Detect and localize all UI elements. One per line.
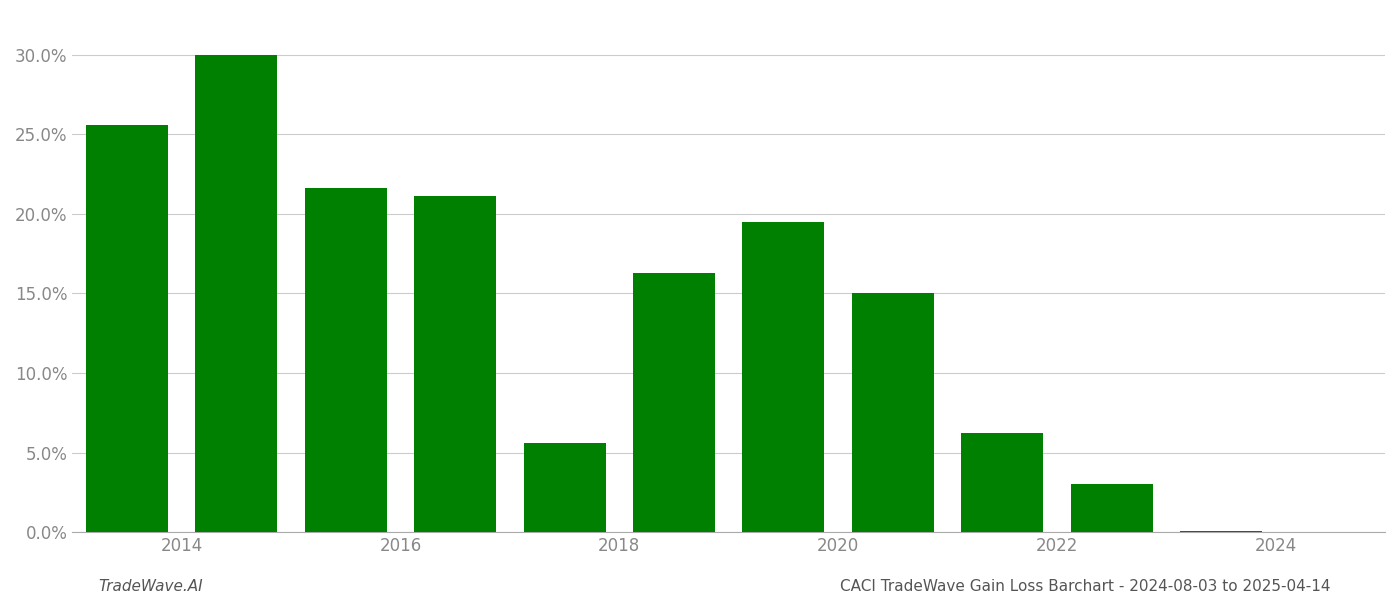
Bar <box>962 433 1043 532</box>
Bar <box>196 55 277 532</box>
Text: TradeWave.AI: TradeWave.AI <box>98 579 203 594</box>
Bar <box>1180 530 1261 532</box>
Bar <box>524 443 606 532</box>
Bar <box>85 125 168 532</box>
Bar <box>414 196 496 532</box>
Text: CACI TradeWave Gain Loss Barchart - 2024-08-03 to 2025-04-14: CACI TradeWave Gain Loss Barchart - 2024… <box>840 579 1330 594</box>
Bar <box>633 273 715 532</box>
Bar <box>742 222 825 532</box>
Bar <box>851 293 934 532</box>
Bar <box>1071 484 1152 532</box>
Bar <box>305 188 386 532</box>
